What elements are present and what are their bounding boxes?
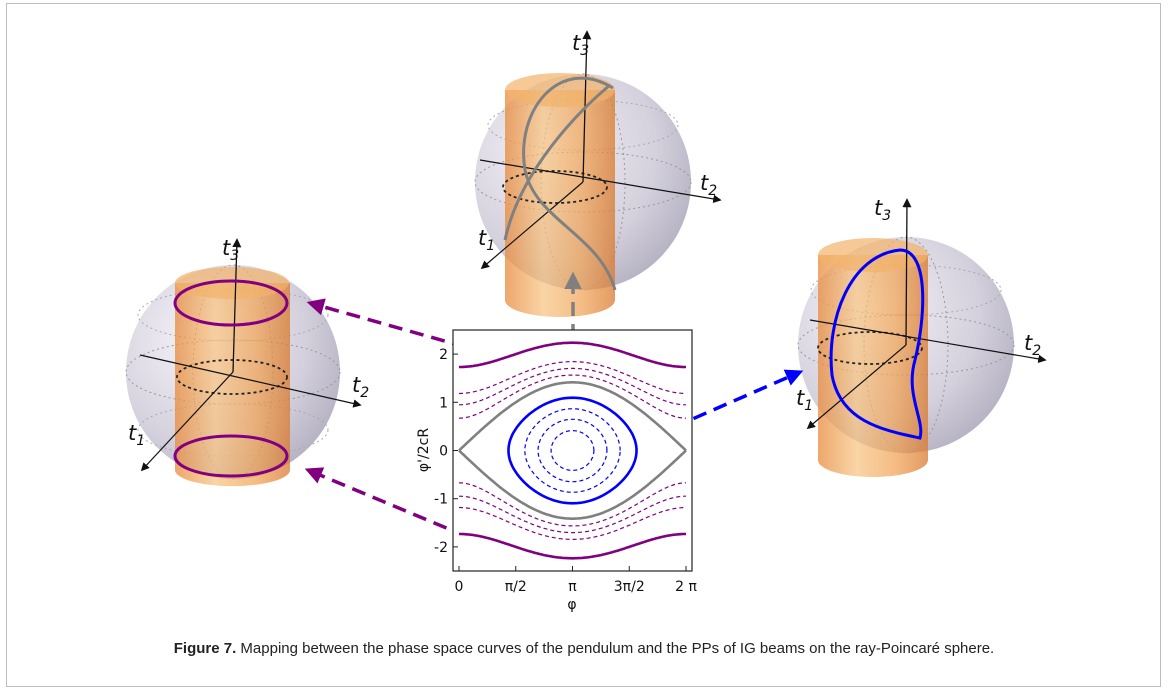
phase-curve-separatrix-4-upper [458,381,687,452]
left-sphere-group: t3 t2 t1 [125,236,369,487]
phase-plot: 0 π/2 π 3π/2 2 π 2 1 0 -1 -2 φ φ'/2cR [416,329,697,613]
top-separatrix-curve [522,76,617,291]
right-t2-label: t [1024,331,1033,355]
x-tick-label: 2 π [675,579,697,595]
figure-caption: Figure 7. Mapping between the phase spac… [0,640,1168,657]
y-tick-label: 1 [439,395,448,411]
phase-plot-ylabel: φ'/2cR [416,428,432,472]
svg-text:t1: t1 [478,226,495,254]
caption-text: Mapping between the phase space curves o… [236,640,995,657]
phase-curve-rotation-outer-0-upper [459,341,686,369]
svg-text:t1: t1 [796,386,813,414]
svg-text:t3: t3 [874,196,891,224]
svg-text:t2: t2 [700,171,717,199]
top-sphere-group: t3 t2 t1 [474,30,722,317]
left-t2-label: t [352,373,361,397]
phase-curve-separatrix-4-lower [458,449,687,520]
left-top-orbit [173,279,289,327]
y-tick-label: 2 [439,347,448,363]
phase-curve-rotation-3-lower [458,482,687,527]
phase-curve-libration-6 [524,408,621,493]
left-t1-label: t [128,421,137,445]
top-t2-label: t [700,171,709,195]
phase-curve-rotation-2-lower [459,495,686,534]
phase-curve-libration-5 [507,396,638,505]
svg-text:t2: t2 [1024,331,1041,359]
phase-curve-libration-8 [550,430,595,471]
phase-curve-rotation-outer-0-lower [459,532,686,560]
y-tick-label: -1 [434,492,448,508]
x-tick-label: π [568,579,577,595]
phase-plot-ticks: 0 π/2 π 3π/2 2 π 2 1 0 -1 -2 [434,347,697,595]
left-t3-label: t [222,236,231,260]
phase-curve-rotation-1-upper [459,361,686,395]
right-libration-curve [829,248,925,440]
right-t3-label: t [874,196,883,220]
top-t3-label: t [572,31,581,55]
phase-curve-rotation-1-lower [459,506,686,540]
phase-plot-frame [452,329,693,572]
phase-curve-rotation-2-upper [459,367,686,406]
right-t1-label: t [796,386,805,410]
svg-text:t1: t1 [128,421,145,449]
left-cylinder [175,283,290,487]
top-t1-label: t [478,226,487,250]
phase-curve-rotation-3-upper [458,374,687,419]
x-tick-label: 0 [455,579,464,595]
y-tick-label: 0 [439,444,448,460]
phase-plot-curves [458,341,687,560]
svg-text:t3: t3 [222,236,239,264]
left-bottom-orbit [173,434,289,478]
svg-text:t3: t3 [572,31,589,59]
right-cylinder [818,255,928,477]
phase-plot-xlabel: φ [567,597,576,613]
x-tick-label: 3π/2 [614,579,645,595]
right-sphere-group: t3 t2 t1 [796,196,1047,477]
top-cylinder [505,90,615,317]
x-tick-label: π/2 [505,579,527,595]
caption-label: Figure 7. [173,640,237,657]
y-tick-label: -2 [434,540,448,556]
svg-text:t2: t2 [352,373,369,401]
